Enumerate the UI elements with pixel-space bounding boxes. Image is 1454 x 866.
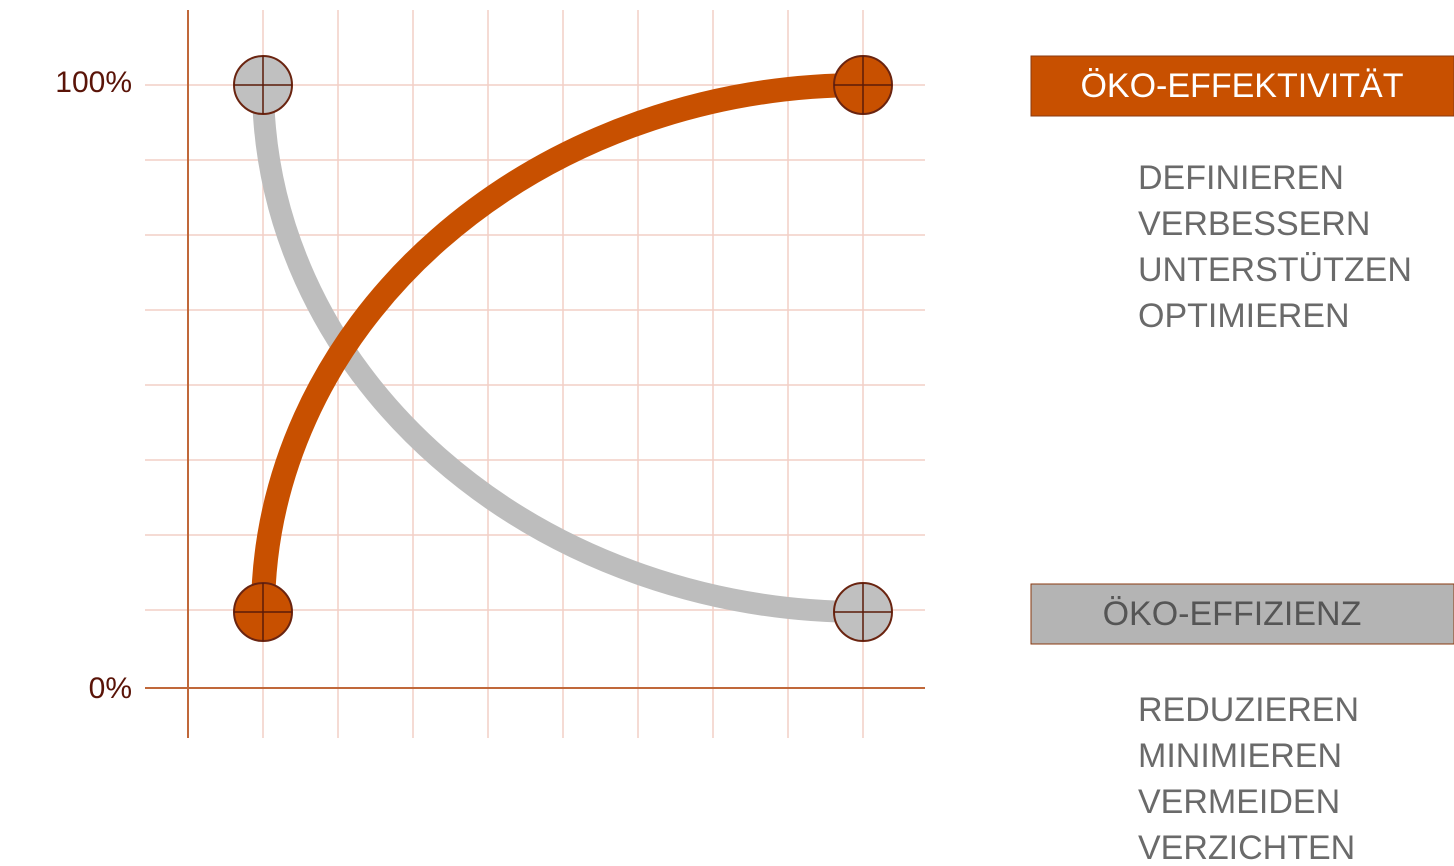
y-label-top: 100%	[55, 66, 132, 99]
list-item: MINIMIEREN	[1138, 737, 1342, 775]
points	[233, 55, 893, 642]
list-item: DEFINIEREN	[1138, 159, 1344, 197]
list-item: REDUZIEREN	[1138, 691, 1359, 729]
items: DEFINIEREN VERBESSERN UNTERSTÜTZEN OPTIMIER…	[1138, 159, 1412, 866]
effectiveness-box	[1030, 55, 1454, 117]
list-item: UNTERSTÜTZEN	[1138, 251, 1412, 289]
list-item: VERZICHTEN	[1138, 829, 1355, 866]
efficiency-title: ÖKO-EFFIZIENZ	[1103, 595, 1362, 633]
gray-curve	[252, 84, 864, 623]
orange-curve	[251, 73, 864, 613]
efficiency-box	[1030, 583, 1454, 645]
list-item: VERBESSERN	[1138, 205, 1370, 243]
effectiveness-title: ÖKO-EFFEKTIVITÄT	[1080, 67, 1403, 105]
list-item: VERMEIDEN	[1138, 783, 1340, 821]
y-label-bottom: 0%	[89, 672, 132, 705]
list-item: OPTIMIEREN	[1138, 297, 1350, 335]
